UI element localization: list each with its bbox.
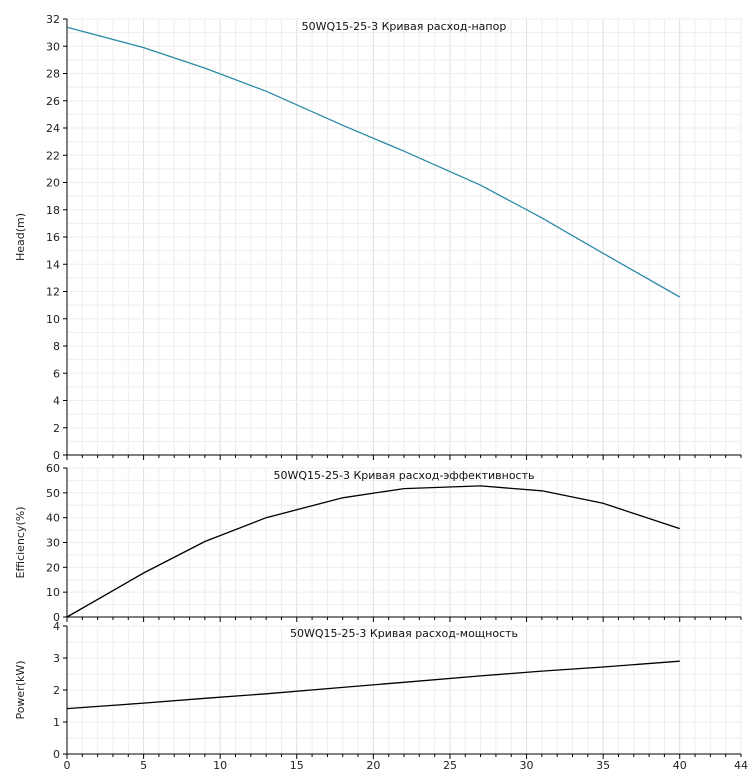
y-tick-label: 30 xyxy=(46,40,60,53)
y-tick-label: 20 xyxy=(46,177,60,190)
x-tick-label: 5 xyxy=(140,759,147,771)
y-tick-label: 2 xyxy=(53,422,60,435)
y-tick-label: 20 xyxy=(46,561,60,574)
x-tick-label: 35 xyxy=(596,759,610,771)
series-line-power xyxy=(66,660,680,710)
x-tick-label: 30 xyxy=(520,759,534,771)
y-tick-label: 4 xyxy=(53,395,60,408)
x-tick-label: 25 xyxy=(443,759,457,771)
x-tick-label: 20 xyxy=(366,759,380,771)
y-tick-label: 26 xyxy=(46,95,60,108)
y-tick-label: 18 xyxy=(46,204,60,217)
chart-title: 50WQ15-25-3 Кривая расход-эффективность xyxy=(274,469,535,482)
series-line-efficiency xyxy=(66,485,680,618)
series-line-head xyxy=(66,26,681,298)
y-tick-label: 28 xyxy=(46,68,60,81)
x-tick-label: 15 xyxy=(290,759,304,771)
y-tick-label: 10 xyxy=(46,313,60,326)
y-tick-label: 16 xyxy=(46,231,60,244)
y-axis-title: Head(m) xyxy=(14,213,27,261)
y-tick-label: 10 xyxy=(46,586,60,599)
y-tick-label: 3 xyxy=(53,652,60,665)
y-tick-label: 14 xyxy=(46,258,60,271)
y-axis-title: Efficiency(%) xyxy=(14,506,27,578)
y-tick-label: 1 xyxy=(53,716,60,729)
y-tick-label: 24 xyxy=(46,122,60,135)
y-tick-label: 22 xyxy=(46,149,60,162)
y-tick-label: 0 xyxy=(53,748,60,761)
y-tick-label: 0 xyxy=(53,449,60,462)
x-tick-label: 40 xyxy=(673,759,687,771)
y-tick-label: 50 xyxy=(46,487,60,500)
y-axis-title: Power(kW) xyxy=(14,660,27,719)
chart-title: 50WQ15-25-3 Кривая расход-мощность xyxy=(290,627,518,640)
y-tick-label: 4 xyxy=(53,620,60,633)
y-tick-label: 30 xyxy=(46,537,60,550)
y-tick-label: 6 xyxy=(53,367,60,380)
y-tick-label: 12 xyxy=(46,286,60,299)
x-tick-label: 10 xyxy=(213,759,227,771)
y-tick-label: 2 xyxy=(53,684,60,697)
x-tick-label: 0 xyxy=(64,759,71,771)
y-tick-label: 0 xyxy=(53,611,60,624)
y-tick-label: 40 xyxy=(46,512,60,525)
x-tick-label: 44 xyxy=(734,759,748,771)
chart-title: 50WQ15-25-3 Кривая расход-напор xyxy=(302,20,507,33)
y-tick-label: 60 xyxy=(46,462,60,475)
y-tick-label: 32 xyxy=(46,13,60,26)
y-tick-label: 8 xyxy=(53,340,60,353)
